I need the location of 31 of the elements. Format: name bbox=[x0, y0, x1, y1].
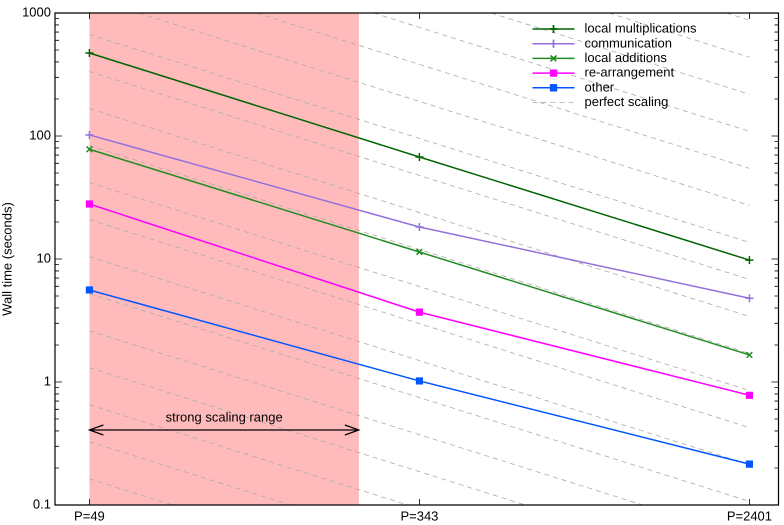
y-axis-title: Wall time (seconds) bbox=[0, 202, 14, 316]
legend-label: re-arrangement bbox=[584, 64, 674, 80]
point bbox=[84, 48, 94, 58]
point bbox=[86, 200, 93, 208]
y-tick-label: 1 bbox=[44, 374, 51, 389]
point bbox=[746, 392, 754, 399]
point bbox=[416, 248, 423, 256]
legend-label: other bbox=[584, 79, 615, 94]
point bbox=[84, 130, 94, 140]
y-tick-label: 100 bbox=[29, 128, 51, 143]
legend-label: communication bbox=[584, 35, 672, 50]
y-tick-label: 0.1 bbox=[32, 496, 51, 512]
point bbox=[744, 255, 754, 265]
legend-label: local multiplications bbox=[584, 20, 697, 36]
legend-label: perfect scaling bbox=[584, 94, 668, 110]
x-tick-label: P=2401 bbox=[726, 508, 772, 524]
y-tick-label: 10 bbox=[36, 250, 51, 266]
point bbox=[416, 377, 423, 385]
point bbox=[86, 146, 93, 153]
x-tick-label: P=49 bbox=[74, 508, 105, 524]
point bbox=[414, 152, 424, 162]
point bbox=[414, 222, 424, 232]
x-tick-label: P=343 bbox=[400, 508, 438, 524]
point bbox=[744, 293, 754, 303]
point bbox=[86, 286, 93, 294]
point bbox=[416, 308, 423, 316]
legend-label: local additions bbox=[584, 50, 668, 65]
annotation: strong scaling range bbox=[166, 410, 283, 425]
y-tick-label: 1000 bbox=[22, 4, 51, 20]
point bbox=[746, 351, 754, 359]
point bbox=[746, 460, 754, 468]
